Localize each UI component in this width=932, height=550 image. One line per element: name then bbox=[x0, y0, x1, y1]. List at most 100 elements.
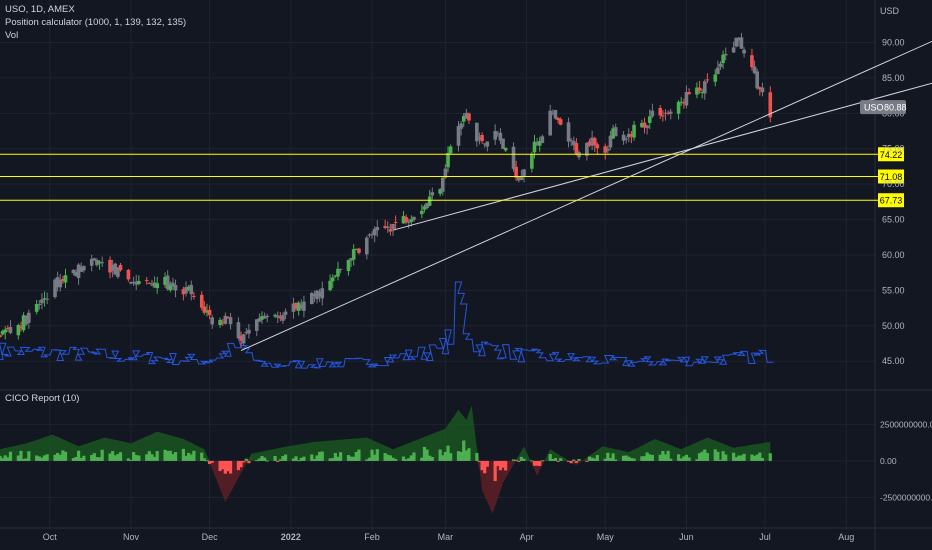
candle-body-139 bbox=[503, 147, 508, 151]
cico-bar-196 bbox=[716, 451, 720, 461]
candle-body-142 bbox=[516, 177, 521, 181]
candle-body-10 bbox=[34, 303, 39, 312]
level-label-2: 67.73 bbox=[880, 196, 903, 206]
candle-body-65 bbox=[236, 322, 241, 338]
cico-bar-140 bbox=[511, 459, 516, 461]
candle-body-182 bbox=[663, 112, 668, 114]
cico-bar-129 bbox=[467, 448, 471, 461]
cico-bar-94 bbox=[339, 452, 343, 461]
candle-body-56 bbox=[202, 306, 207, 313]
cico-bar-12 bbox=[40, 457, 44, 461]
x-tick-label-6: Apr bbox=[520, 532, 534, 542]
candle-body-162 bbox=[590, 137, 594, 146]
cico-bar-185 bbox=[676, 454, 681, 461]
candle-body-143 bbox=[519, 176, 524, 181]
candle-body-16 bbox=[55, 277, 60, 288]
candle-body-197 bbox=[718, 63, 723, 67]
candle-body-50 bbox=[181, 289, 186, 295]
cico-bar-81 bbox=[294, 456, 298, 461]
x-tick-label-10: Aug bbox=[838, 532, 854, 542]
candle-body-67 bbox=[241, 334, 246, 344]
candle-body-103 bbox=[372, 228, 377, 236]
currency-label: USD bbox=[880, 6, 900, 16]
cico-bar-22 bbox=[77, 450, 81, 461]
candle-body-84 bbox=[302, 301, 306, 311]
cico-bar-48 bbox=[171, 453, 175, 461]
candle-body-191 bbox=[697, 87, 702, 91]
candle-body-186 bbox=[679, 101, 683, 103]
cico-bar-112 bbox=[407, 458, 411, 461]
candle-body-51 bbox=[184, 287, 188, 294]
cico-bar-127 bbox=[462, 440, 466, 461]
candle-body-176 bbox=[642, 122, 647, 128]
candle-body-57 bbox=[205, 310, 209, 313]
cico-bar-71 bbox=[257, 458, 261, 461]
cico-bar-126 bbox=[459, 451, 463, 461]
candle-body-125 bbox=[456, 125, 461, 146]
candle-body-8 bbox=[24, 315, 28, 325]
cico-bar-158 bbox=[574, 460, 578, 463]
cico-bar-180 bbox=[658, 454, 662, 461]
cico-bar-23 bbox=[79, 457, 83, 461]
cico-bar-49 bbox=[173, 452, 178, 461]
candle-body-93 bbox=[336, 268, 340, 277]
cico-bar-50 bbox=[181, 448, 185, 461]
candle-body-31 bbox=[110, 264, 115, 271]
cico-bar-96 bbox=[349, 456, 353, 461]
indicator-position-calculator[interactable]: Position calculator (1000, 1, 139, 132, … bbox=[5, 17, 187, 28]
chart-title[interactable]: USO, 1D, AMEX bbox=[5, 4, 75, 15]
indicator-volume[interactable]: Vol bbox=[5, 30, 19, 41]
cico-bar-110 bbox=[401, 456, 406, 461]
candle-body-61 bbox=[220, 322, 225, 324]
cico-area-negative bbox=[0, 460, 771, 514]
cico-bar-188 bbox=[684, 454, 689, 461]
cico-bar-61 bbox=[221, 460, 225, 470]
cico-bar-195 bbox=[713, 449, 717, 461]
candle-body-164 bbox=[595, 144, 600, 149]
cico-bar-145 bbox=[530, 460, 534, 462]
cico-bar-202 bbox=[737, 455, 741, 461]
candle-body-122 bbox=[443, 168, 448, 178]
candle-body-96 bbox=[349, 258, 353, 261]
candle-body-58 bbox=[207, 309, 212, 316]
candle-body-2 bbox=[3, 329, 8, 333]
cico-bar-193 bbox=[703, 449, 707, 461]
last-price-symbol: USO bbox=[864, 103, 884, 113]
cico-bar-169 bbox=[614, 459, 618, 461]
candle-body-129 bbox=[467, 113, 471, 121]
cico-bar-64 bbox=[228, 460, 233, 474]
candle-body-94 bbox=[338, 268, 343, 270]
candle-body-190 bbox=[695, 87, 699, 95]
candle-body-26 bbox=[92, 258, 97, 261]
cico-bar-27 bbox=[95, 457, 99, 461]
cico-bar-80 bbox=[291, 458, 296, 461]
cico-bar-123 bbox=[446, 445, 450, 461]
candle-body-32 bbox=[113, 263, 118, 275]
candle-body-102 bbox=[370, 233, 374, 235]
cico-bar-28 bbox=[97, 457, 102, 461]
candle-body-109 bbox=[393, 221, 398, 223]
x-tick-label-4: Feb bbox=[364, 532, 380, 542]
cico-bar-100 bbox=[365, 459, 369, 461]
candle-body-7 bbox=[21, 315, 26, 331]
cico-bar-155 bbox=[566, 460, 571, 462]
candle-body-77 bbox=[278, 316, 283, 319]
cico-bar-186 bbox=[679, 458, 683, 461]
trendline-0 bbox=[240, 40, 932, 352]
candle-body-47 bbox=[168, 284, 173, 291]
cico-bar-209 bbox=[760, 458, 765, 461]
cico-bar-120 bbox=[438, 449, 442, 461]
cico-bar-183 bbox=[666, 450, 670, 461]
cico-bar-128 bbox=[464, 450, 468, 461]
level-label-bg-1 bbox=[878, 169, 904, 184]
candle-body-160 bbox=[585, 142, 589, 156]
volume-series bbox=[0, 281, 774, 369]
candle-body-145 bbox=[530, 154, 534, 169]
cico-bar-148 bbox=[538, 460, 542, 466]
x-tick-label-3: 2022 bbox=[281, 532, 301, 542]
cico-bar-65 bbox=[236, 460, 241, 471]
cico-title[interactable]: CICO Report (10) bbox=[5, 393, 80, 404]
x-tick-label-8: Jun bbox=[679, 532, 694, 542]
